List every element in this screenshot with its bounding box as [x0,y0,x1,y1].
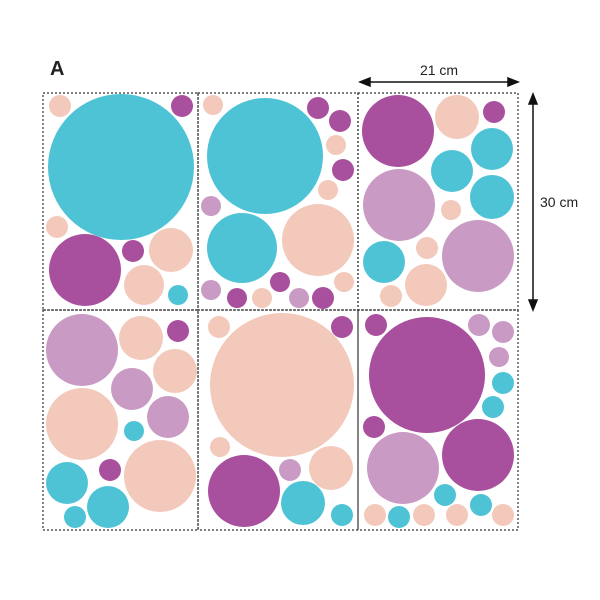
sheet-4-dots [46,314,197,528]
sheet-5-dots [208,313,354,527]
sheet-2-dots [201,95,354,309]
figure-label: A [50,58,65,80]
sheet-6-dots [363,314,514,528]
width-arrow-icon [357,76,521,88]
width-dimension-label: 21 cm [419,62,459,78]
sheet-3-dots [362,95,514,307]
sheet-cut-lines [42,92,519,531]
height-dimension-label: 30 cm [540,194,579,210]
sheet-1-dots [46,94,194,306]
height-arrow-icon [527,91,539,313]
